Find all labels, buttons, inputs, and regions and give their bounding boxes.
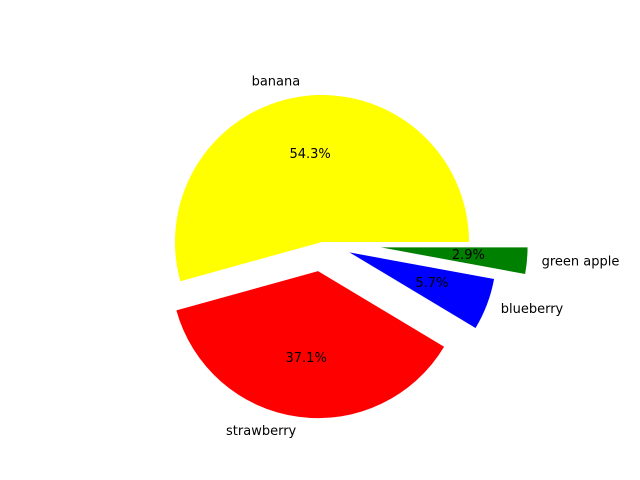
slice-pct-green-apple: 2.9%: [452, 248, 485, 263]
slice-label-blueberry: blueberry: [501, 302, 564, 317]
pie-slice-strawberry: [176, 271, 445, 419]
pie-labels: banana 54.3% strawberry 37.1% blueberry 5.7% g…: [226, 74, 619, 439]
slice-pct-strawberry: 37.1%: [286, 351, 327, 366]
pie-slice-blueberry: [349, 252, 495, 329]
pie-slice-green-apple: [380, 247, 528, 274]
slice-label-green-apple: green apple: [542, 255, 620, 270]
slice-label-banana: banana: [252, 74, 301, 89]
slice-pct-banana: 54.3%: [289, 147, 330, 162]
pie-slices: [174, 94, 528, 419]
slice-pct-blueberry: 5.7%: [415, 276, 448, 291]
slice-label-strawberry: strawberry: [226, 424, 297, 439]
pie-slice-banana: [174, 94, 469, 282]
